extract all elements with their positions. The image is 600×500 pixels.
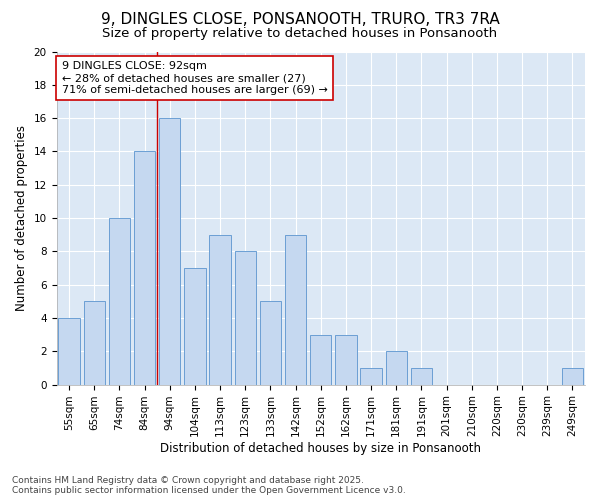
X-axis label: Distribution of detached houses by size in Ponsanooth: Distribution of detached houses by size … — [160, 442, 481, 455]
Bar — [235, 252, 256, 384]
Bar — [209, 234, 231, 384]
Bar — [109, 218, 130, 384]
Bar — [386, 352, 407, 384]
Bar — [411, 368, 432, 384]
Bar — [260, 302, 281, 384]
Bar — [159, 118, 181, 384]
Bar — [83, 302, 105, 384]
Bar — [134, 152, 155, 384]
Text: 9, DINGLES CLOSE, PONSANOOTH, TRURO, TR3 7RA: 9, DINGLES CLOSE, PONSANOOTH, TRURO, TR3… — [101, 12, 499, 28]
Text: Contains HM Land Registry data © Crown copyright and database right 2025.
Contai: Contains HM Land Registry data © Crown c… — [12, 476, 406, 495]
Bar — [58, 318, 80, 384]
Bar — [335, 334, 356, 384]
Bar — [285, 234, 306, 384]
Bar — [184, 268, 206, 384]
Bar — [310, 334, 331, 384]
Text: Size of property relative to detached houses in Ponsanooth: Size of property relative to detached ho… — [103, 28, 497, 40]
Bar — [562, 368, 583, 384]
Text: 9 DINGLES CLOSE: 92sqm
← 28% of detached houses are smaller (27)
71% of semi-det: 9 DINGLES CLOSE: 92sqm ← 28% of detached… — [62, 62, 328, 94]
Y-axis label: Number of detached properties: Number of detached properties — [15, 125, 28, 311]
Bar — [361, 368, 382, 384]
